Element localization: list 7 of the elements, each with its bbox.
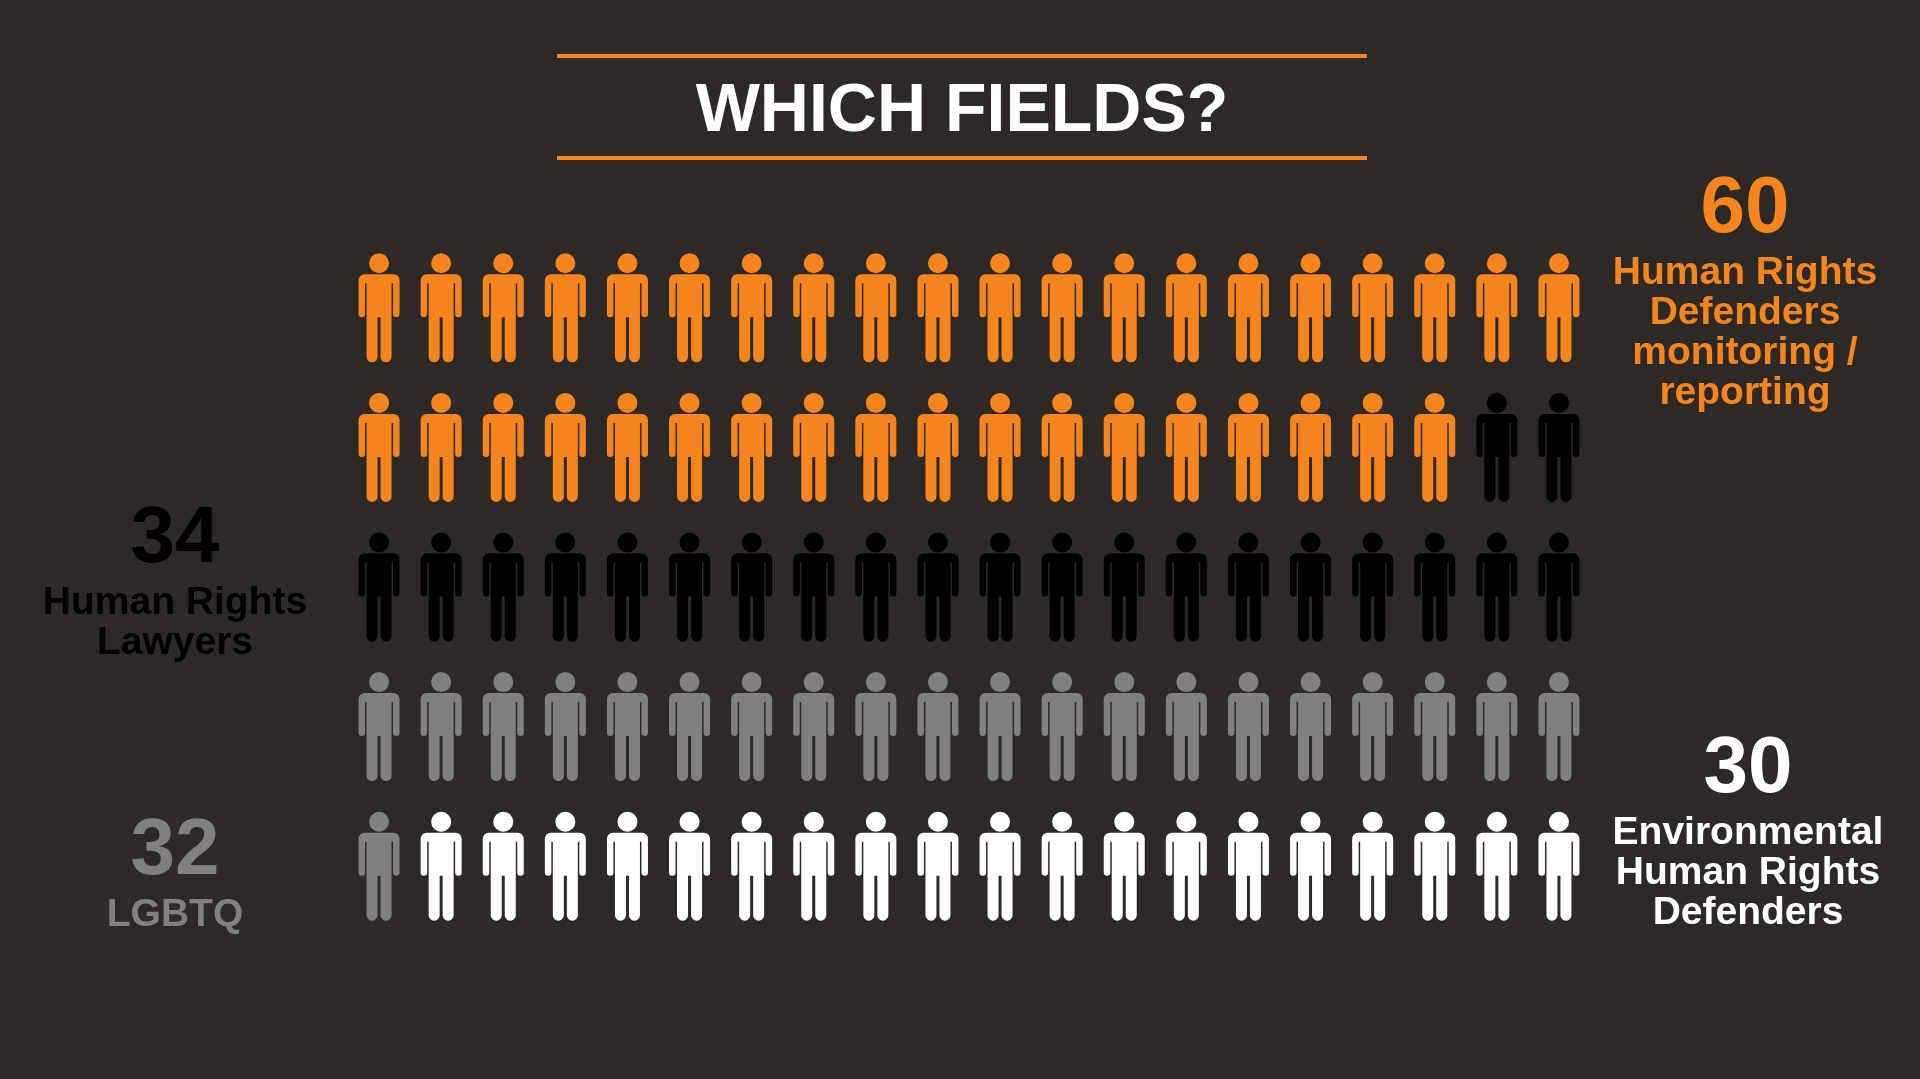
category-label: Human Rights Defenders monitoring / reporting bbox=[1611, 249, 1879, 412]
category-label: LGBTQ bbox=[105, 891, 245, 934]
data-label: 30 bbox=[1702, 720, 1794, 809]
data-label: 32 bbox=[129, 802, 221, 891]
category-label: Environmental Human Rights Defenders bbox=[1611, 809, 1885, 932]
data-label: 60 bbox=[1699, 160, 1791, 249]
text: WHICH FIELDS? bbox=[694, 69, 1230, 145]
